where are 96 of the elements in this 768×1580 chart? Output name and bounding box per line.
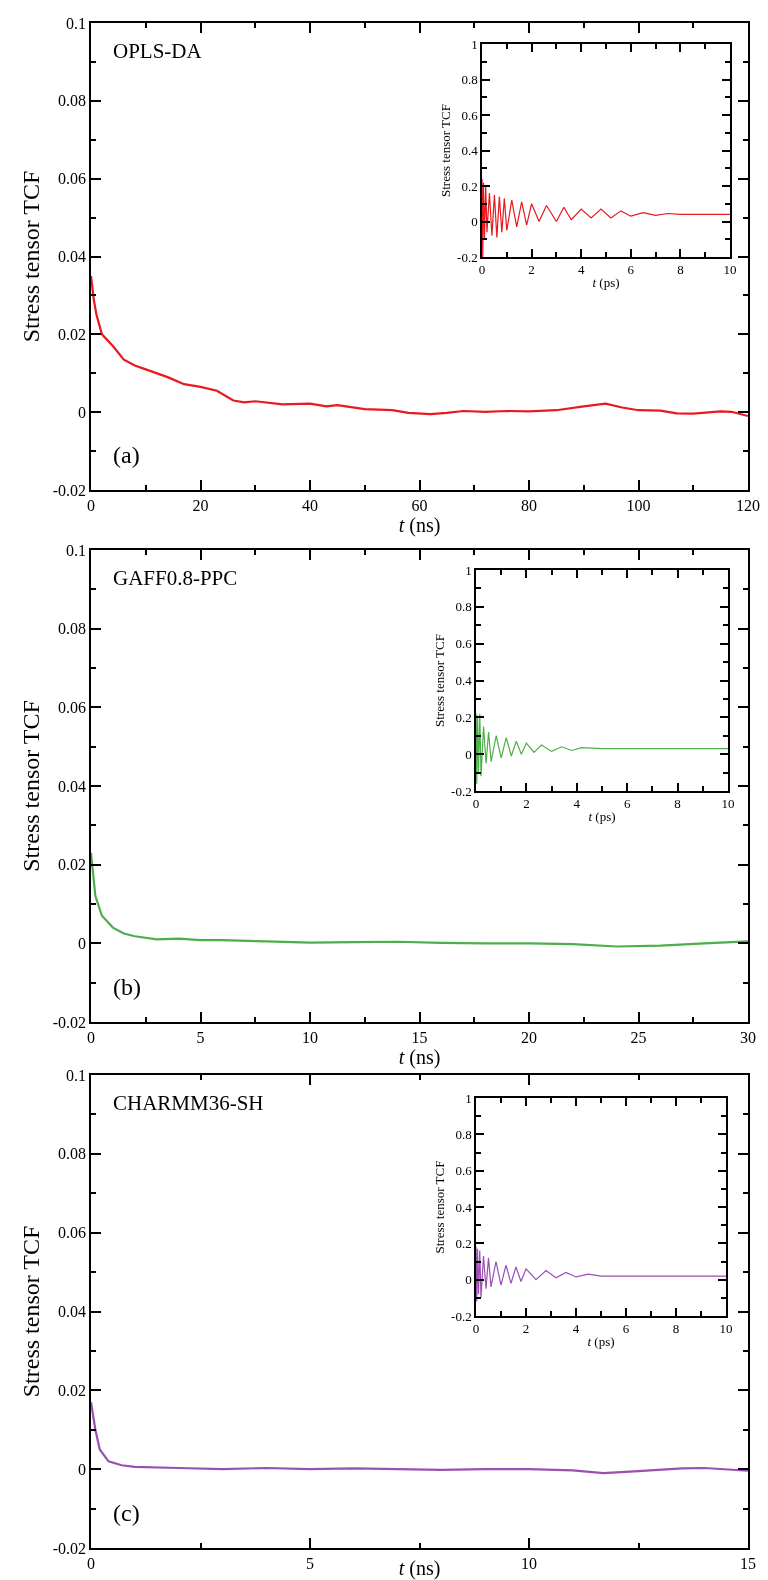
- y-tick-label: 0.4: [455, 1199, 473, 1215]
- y-tick-label: 0.8: [455, 599, 472, 615]
- x-tick-label: 25: [630, 1028, 647, 1046]
- annotation: (b): [113, 974, 141, 1000]
- y-tick-label: 0: [465, 746, 472, 762]
- y-axis-title: Stress tensor TCF: [437, 104, 453, 197]
- x-tick-label: 4: [572, 1321, 580, 1337]
- y-tick-label: 0: [471, 214, 478, 230]
- y-axis-title: Stress tensor TCF: [431, 1160, 447, 1254]
- y-tick-label: -0.2: [451, 1308, 472, 1324]
- x-tick-label: 6: [623, 796, 631, 812]
- y-tick-label: 0.6: [455, 636, 473, 652]
- y-tick-label: 0.06: [58, 170, 87, 188]
- y-tick-label: 0.08: [58, 92, 87, 110]
- x-tick-label: 120: [736, 496, 760, 514]
- y-tick-label: 0.06: [58, 1224, 87, 1242]
- x-tick-label: 60: [411, 496, 428, 514]
- x-tick-label: 15: [411, 1028, 428, 1046]
- line-series: [482, 178, 730, 257]
- y-tick-label: 0.02: [58, 856, 87, 874]
- x-tick-label: 2: [522, 1321, 530, 1337]
- line-series: [91, 274, 748, 418]
- y-tick-label: 0.1: [66, 14, 87, 32]
- x-tick-label: 5: [196, 1028, 205, 1046]
- y-tick-label: -0.02: [52, 481, 87, 499]
- x-tick-label: 8: [672, 1321, 680, 1337]
- x-tick-label: 80: [521, 496, 537, 514]
- y-tick-label: 0: [465, 1272, 472, 1288]
- y-tick-label: 0.2: [461, 178, 478, 194]
- annotation: (a): [113, 442, 140, 468]
- y-axis-title: Stress tensor TCF: [431, 634, 447, 727]
- x-axis-title: t (ps): [588, 809, 616, 825]
- y-tick-label: 0.8: [461, 72, 478, 88]
- x-tick-label: 20: [521, 1028, 537, 1046]
- line-series: [91, 851, 748, 948]
- x-tick-label: 10: [723, 262, 737, 278]
- x-tick-label: 8: [677, 262, 684, 278]
- y-tick-label: 0.02: [58, 325, 87, 343]
- y-tick-label: 0.4: [461, 143, 479, 159]
- x-tick-label: 10: [719, 1321, 733, 1337]
- annotation: GAFF0.8-PPC: [113, 566, 238, 590]
- x-tick-label: 4: [577, 262, 585, 278]
- x-tick-label: 100: [626, 496, 651, 514]
- y-tick-label: 0.02: [58, 1381, 87, 1399]
- y-tick-label: 0.2: [455, 1235, 472, 1251]
- y-tick-label: 0.06: [58, 698, 87, 716]
- x-tick-label: 10: [721, 796, 735, 812]
- y-tick-label: 0.1: [66, 541, 87, 559]
- x-tick-label: 10: [302, 1028, 318, 1046]
- x-tick-label: 6: [627, 262, 635, 278]
- x-axis-title: t (ps): [592, 275, 620, 291]
- y-tick-label: 0.4: [455, 673, 473, 689]
- y-tick-label: 0.08: [58, 620, 87, 638]
- y-axis-title: Stress tensor TCF: [18, 1225, 45, 1398]
- x-tick-label: 4: [573, 796, 581, 812]
- y-axis-title: Stress tensor TCF: [18, 170, 45, 343]
- y-tick-label: 1: [471, 36, 478, 52]
- x-tick-label: 40: [302, 496, 318, 514]
- x-tick-label: 2: [528, 262, 535, 278]
- y-tick-label: 0.1: [66, 1066, 87, 1084]
- y-tick-label: 0.8: [455, 1126, 472, 1142]
- y-tick-label: 0.6: [461, 107, 479, 123]
- x-tick-label: 30: [740, 1028, 756, 1046]
- x-tick-label: 6: [622, 1321, 630, 1337]
- y-tick-label: -0.02: [52, 1013, 87, 1031]
- y-tick-label: 1: [465, 562, 472, 578]
- x-tick-label: 2: [523, 796, 530, 812]
- x-tick-label: 8: [674, 796, 681, 812]
- y-tick-label: 0: [78, 934, 87, 952]
- x-tick-label: 15: [740, 1554, 756, 1572]
- x-tick-label: 5: [306, 1554, 314, 1572]
- y-tick-label: -0.2: [457, 249, 478, 265]
- annotation: OPLS-DA: [113, 39, 203, 63]
- y-tick-label: 0.08: [58, 1145, 87, 1163]
- line-series: [91, 1401, 748, 1475]
- y-tick-label: -0.02: [52, 1539, 87, 1557]
- x-axis-title: t (ps): [587, 1334, 615, 1350]
- y-tick-label: 0.6: [455, 1163, 473, 1179]
- y-axis-title: Stress tensor TCF: [18, 700, 45, 872]
- line-series: [476, 713, 728, 785]
- annotation: CHARMM36-SH: [113, 1091, 264, 1115]
- x-axis-title: t (ns): [398, 1557, 441, 1580]
- y-tick-label: 0.04: [58, 248, 87, 266]
- y-tick-label: -0.2: [451, 783, 472, 799]
- y-tick-label: 0: [78, 1460, 87, 1478]
- y-tick-label: 0.04: [58, 1303, 87, 1321]
- x-tick-label: 10: [521, 1554, 537, 1572]
- annotation: (c): [113, 1500, 140, 1526]
- y-tick-label: 0: [78, 403, 87, 421]
- x-axis-title: t (ns): [398, 513, 441, 537]
- y-tick-label: 0.04: [58, 777, 87, 795]
- line-series: [476, 1246, 726, 1303]
- y-tick-label: 1: [465, 1090, 472, 1106]
- y-tick-label: 0.2: [455, 709, 472, 725]
- x-tick-label: 20: [192, 496, 209, 514]
- x-axis-title: t (ns): [398, 1045, 441, 1069]
